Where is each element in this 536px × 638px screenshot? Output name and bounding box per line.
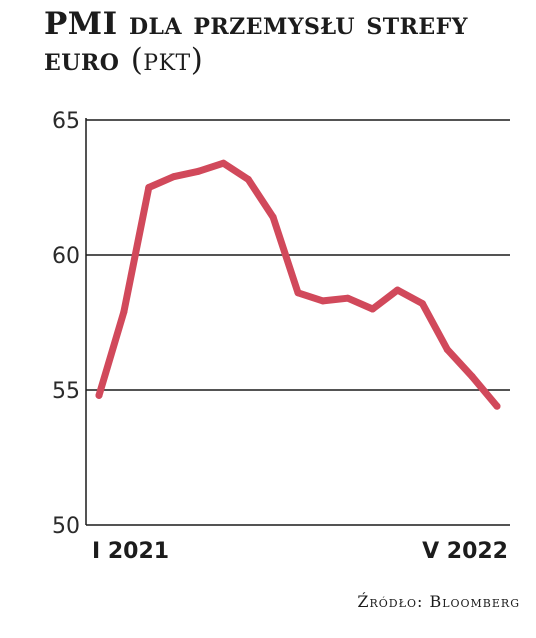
data-point-9 (319, 297, 327, 305)
data-point-8 (294, 289, 302, 297)
data-point-7 (269, 213, 277, 221)
data-point-16 (493, 402, 501, 410)
data-point-0 (95, 391, 103, 399)
x-tick-label-0: I 2021 (92, 539, 169, 564)
chart-title: PMI dla przemysłu strefy euro (pkt) (44, 6, 524, 78)
chart-title-unit: (pkt) (130, 42, 204, 78)
series-line-0 (95, 159, 501, 410)
data-point-4 (195, 167, 202, 175)
y-tick-label-60: 60 (52, 244, 80, 269)
data-point-13 (418, 300, 426, 308)
data-point-3 (170, 173, 178, 181)
line-chart: 50 55 60 65 I 2021 V 2022 (52, 109, 510, 564)
data-point-12 (394, 286, 401, 294)
data-point-6 (244, 175, 252, 183)
data-point-5 (219, 159, 227, 167)
data-point-1 (120, 308, 128, 316)
y-tick-label-55: 55 (52, 379, 80, 404)
data-point-15 (468, 373, 476, 380)
data-point-11 (369, 305, 377, 313)
data-point-10 (344, 294, 352, 302)
data-point-14 (443, 346, 451, 353)
data-point-2 (145, 184, 153, 191)
chart-title-main: PMI (44, 6, 118, 42)
y-tick-label-65: 65 (52, 109, 80, 134)
chart-title-rest: dla przemysłu strefy euro (44, 6, 468, 78)
y-tick-label-50: 50 (52, 514, 80, 539)
source-note: Źródło: Bloomberg (357, 592, 520, 611)
x-tick-label-16: V 2022 (422, 539, 508, 564)
